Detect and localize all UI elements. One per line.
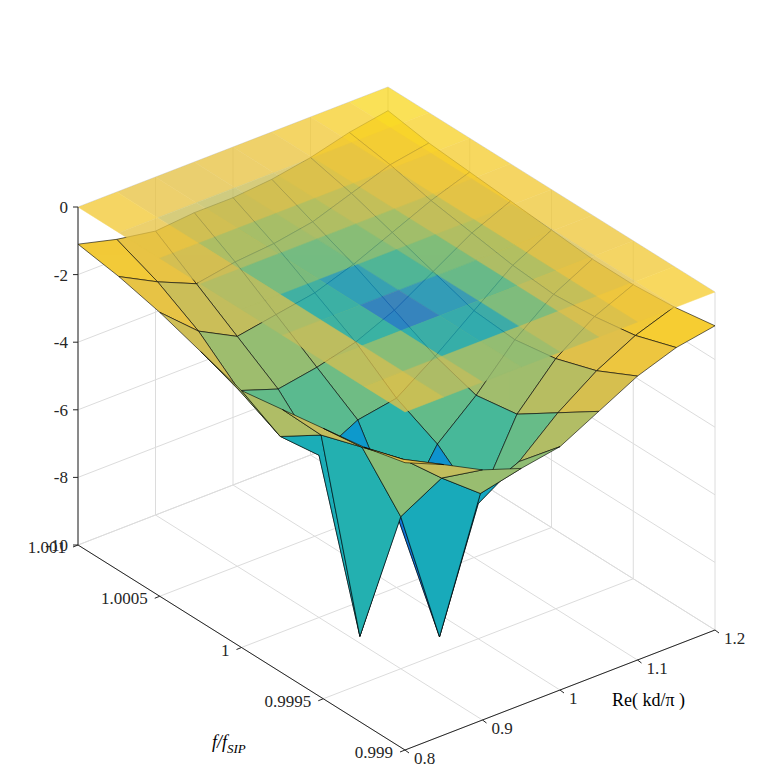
tick — [155, 596, 160, 598]
x-axis-title: Re( kd/π ) — [612, 690, 685, 711]
tick-label: -4 — [54, 333, 69, 352]
tick — [237, 648, 242, 650]
chart: -10-8-6-4-200.9990.999511.00051.0010.80.… — [0, 0, 775, 770]
grid-line — [715, 292, 716, 630]
tick-label: 0.9995 — [265, 692, 312, 711]
top-plane — [78, 87, 715, 412]
grid-line — [78, 207, 79, 545]
tick-label: -8 — [54, 468, 68, 487]
tick-label: 0 — [60, 198, 69, 217]
surface-cell — [364, 447, 444, 464]
tick-label: 1.2 — [724, 629, 745, 648]
tick — [73, 274, 78, 275]
surface-cell — [119, 277, 199, 332]
x-axis-line — [405, 630, 715, 750]
surface-cell — [362, 447, 442, 517]
tick — [483, 720, 487, 723]
surface-cell — [201, 351, 281, 436]
surface-cell — [597, 335, 677, 376]
tick-label: 0.9 — [492, 719, 513, 738]
plane-cell — [364, 371, 444, 412]
tick — [405, 750, 409, 753]
tick-label: 1 — [221, 641, 230, 660]
y-axis-title-subscript: SIP — [227, 741, 246, 756]
grid-line — [405, 630, 715, 750]
tick — [560, 690, 564, 693]
grid-line — [388, 87, 715, 292]
axes — [73, 207, 719, 753]
tick-label: 1.1 — [647, 659, 668, 678]
tick — [715, 630, 719, 633]
tick-label: 1 — [569, 689, 578, 708]
surface-cell — [519, 411, 599, 461]
tick-label: 1.0005 — [101, 589, 148, 608]
tick — [73, 409, 78, 410]
tick-label: 0.8 — [414, 749, 435, 768]
grid — [78, 87, 715, 750]
grid-line — [242, 528, 552, 648]
tick-label: 1.001 — [28, 538, 66, 557]
tick — [638, 660, 642, 663]
tick — [73, 545, 78, 547]
surface-cell — [558, 371, 638, 413]
tick — [73, 207, 78, 208]
tick — [73, 342, 78, 343]
surface-cell — [323, 428, 403, 459]
y-axis-line — [78, 545, 405, 750]
tick — [400, 750, 405, 752]
tick-label: -2 — [54, 266, 68, 285]
tick-label: 0.999 — [355, 743, 393, 762]
tick-label: -6 — [54, 401, 68, 420]
tick — [73, 477, 78, 478]
surface-cell — [242, 391, 322, 437]
surface-group — [78, 87, 715, 637]
y-axis-title: f/fSIP — [212, 732, 246, 756]
z-axis-line — [78, 207, 79, 545]
tick — [318, 699, 323, 701]
